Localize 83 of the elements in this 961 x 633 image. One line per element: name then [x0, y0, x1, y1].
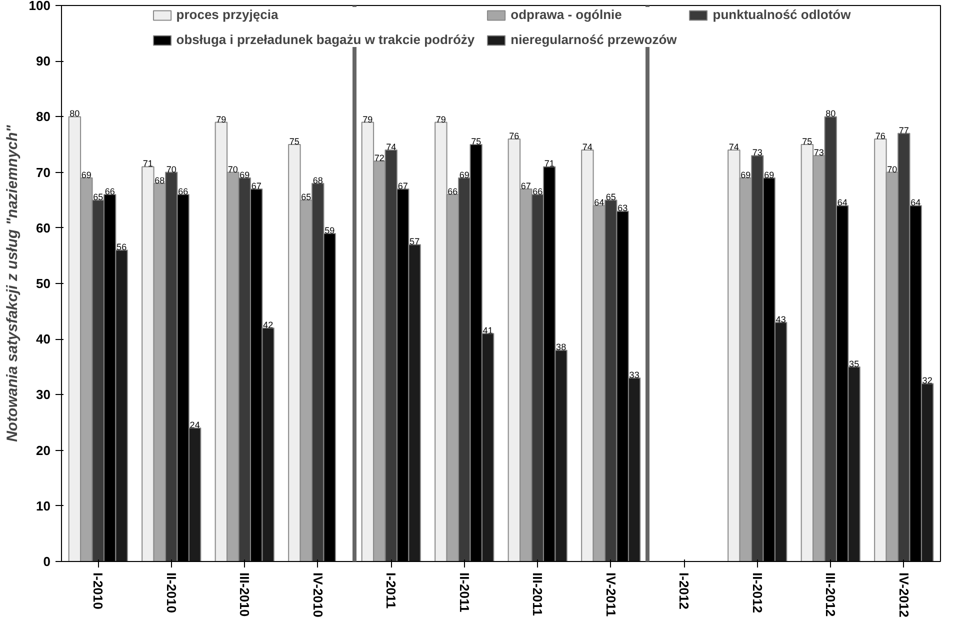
data-label: 65	[93, 192, 104, 202]
x-tick-label: I-2012	[676, 572, 692, 610]
y-tick-label: 30	[36, 387, 51, 402]
data-label: 70	[228, 164, 238, 174]
y-tick-label: 10	[36, 498, 51, 514]
data-label: 66	[178, 186, 188, 197]
data-label: 69	[764, 170, 774, 180]
data-label: 73	[814, 148, 824, 158]
x-tick-label: II-2010	[164, 572, 179, 613]
legend-label: obsługa i przeładunek bagażu w trakcie podróży	[176, 32, 475, 47]
x-tick-label: IV-2010	[310, 572, 326, 618]
data-label: 75	[471, 136, 482, 146]
data-label: 67	[398, 180, 408, 191]
data-label: 76	[509, 130, 520, 141]
data-label: 63	[618, 203, 628, 214]
data-label: 66	[532, 186, 543, 197]
data-label: 71	[544, 158, 554, 169]
data-label: 33	[629, 370, 640, 380]
data-label: 77	[898, 125, 909, 136]
data-label: 69	[240, 170, 250, 180]
data-label: 69	[459, 170, 470, 180]
x-tick-label: IV-2012	[896, 572, 912, 618]
legend-label: nieregularność przewozów	[510, 32, 677, 47]
legend-label: punktualność odlotów	[712, 7, 851, 22]
y-axis-title: Notowania satysfakcji z usług "naziemnych"	[4, 124, 21, 442]
data-label: 65	[606, 192, 616, 202]
data-label: 74	[728, 142, 739, 152]
data-label: 79	[216, 114, 226, 124]
x-tick-label: I-2010	[90, 572, 106, 610]
x-tick-label: III-2012	[823, 572, 838, 617]
y-tick-label: 70	[36, 164, 51, 180]
x-tick-label: II-2012	[750, 572, 765, 613]
data-label: 67	[251, 180, 262, 191]
data-label: 80	[826, 108, 836, 119]
data-label: 35	[849, 358, 860, 369]
x-tick-label: III-2010	[237, 572, 252, 617]
x-tick-label: II-2011	[456, 572, 472, 612]
data-label: 56	[116, 242, 127, 252]
data-label: 24	[190, 420, 200, 430]
data-label: 74	[582, 142, 592, 152]
y-tick-label: 100	[28, 0, 51, 13]
data-label: 66	[104, 186, 115, 197]
data-label: 79	[362, 114, 373, 124]
data-label: 70	[166, 164, 176, 174]
data-label: 68	[312, 175, 323, 186]
data-label: 79	[436, 114, 446, 124]
data-label: 64	[910, 198, 921, 208]
data-label: 74	[386, 142, 396, 152]
x-tick-label: III-2011	[530, 572, 546, 616]
y-tick-label: 50	[36, 276, 51, 291]
y-tick-label: 90	[36, 54, 51, 69]
data-label: 76	[875, 130, 886, 141]
y-tick-label: 60	[36, 220, 51, 236]
data-label: 75	[289, 136, 300, 146]
y-tick-label: 80	[36, 109, 51, 124]
data-label: 67	[520, 180, 531, 191]
data-label: 41	[482, 326, 493, 336]
data-label: 70	[887, 164, 898, 174]
data-label: 64	[837, 198, 848, 208]
data-label: 69	[740, 170, 751, 180]
data-label: 57	[410, 236, 420, 247]
data-label: 71	[142, 158, 153, 169]
data-label: 80	[70, 108, 80, 119]
data-label: 72	[374, 153, 384, 164]
y-tick-label: 0	[43, 554, 51, 569]
legend-label: odprawa - ogólnie	[510, 7, 622, 22]
legend-label: proces przyjęcia	[176, 7, 278, 22]
data-label: 64	[594, 198, 604, 208]
y-tick-label: 20	[36, 442, 51, 458]
data-label: 32	[922, 376, 932, 386]
data-label: 73	[752, 148, 762, 158]
data-label: 66	[448, 186, 458, 197]
data-label: 59	[324, 225, 335, 236]
data-label: 43	[776, 314, 786, 324]
data-label: 75	[802, 136, 812, 146]
data-label: 68	[154, 175, 165, 186]
data-label: 42	[263, 320, 274, 330]
data-label: 38	[556, 342, 566, 352]
x-tick-label: IV-2011	[603, 572, 618, 617]
data-label: 65	[301, 192, 312, 202]
x-tick-label: I-2011	[384, 572, 399, 609]
y-tick-label: 40	[36, 332, 51, 347]
data-label: 69	[81, 170, 92, 180]
